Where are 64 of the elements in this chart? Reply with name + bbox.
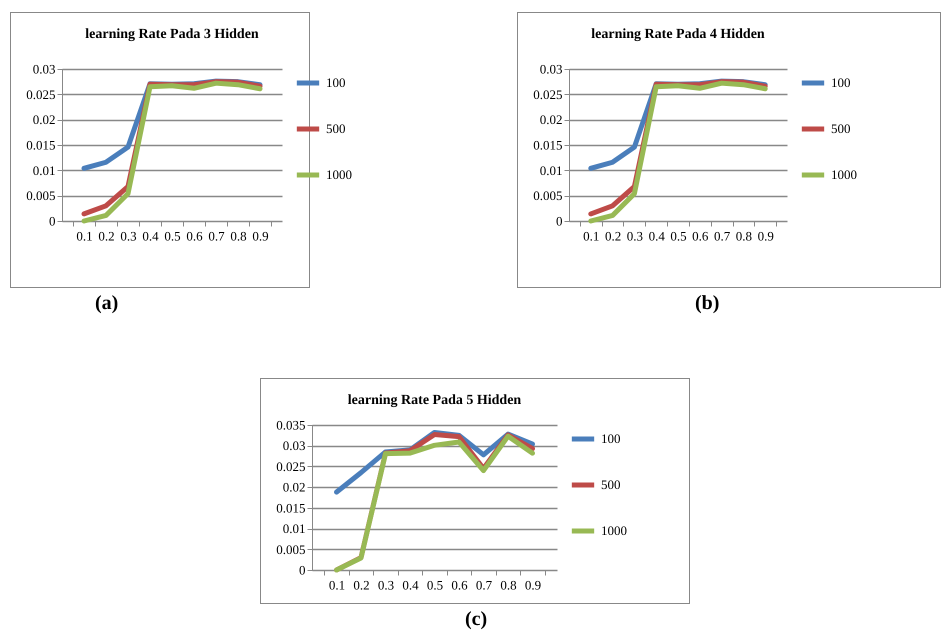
x-tick-label: 0.8	[500, 578, 517, 592]
x-tick-label: 0.7	[208, 228, 226, 244]
x-tick-label: 0.5	[164, 228, 181, 244]
y-tick-label: 0.02	[282, 480, 306, 495]
legend-label: 1000	[831, 167, 857, 182]
x-tick-label: 0.5	[426, 578, 444, 592]
y-tick-label: 0.025	[276, 458, 306, 474]
y-tick-label: 0.015	[26, 138, 56, 152]
x-tick-label: 0.9	[524, 578, 542, 592]
x-tick-label: 0.8	[230, 228, 247, 244]
text: (b)	[695, 292, 720, 315]
y-tick-label: 0.005	[26, 188, 56, 204]
y-tick-label: 0.02	[32, 112, 56, 128]
x-tick-label: 0.8	[736, 228, 752, 244]
y-tick-label: 0.005	[533, 188, 562, 204]
y-tick-label: 0	[299, 562, 306, 578]
x-tick-label: 0.5	[670, 228, 687, 244]
x-tick-label: 0.1	[583, 228, 600, 244]
legend-label: 1000	[601, 523, 627, 538]
legend-label: 100	[601, 431, 620, 446]
y-tick-label: 0.03	[32, 62, 56, 76]
chart-title: learning Rate Pada 4 Hidden	[591, 27, 765, 42]
x-tick-label: 0.7	[476, 578, 493, 592]
x-tick-label: 0.4	[142, 228, 160, 244]
x-tick-label: 0.6	[451, 578, 468, 592]
legend-label: 500	[326, 121, 346, 136]
chart-title: learning Rate Pada 3 Hidden	[85, 27, 259, 42]
y-tick-label: 0.03	[282, 438, 306, 454]
legend-label: 100	[831, 75, 850, 90]
legend-label: 1000	[326, 167, 352, 182]
y-tick-label: 0.01	[32, 162, 56, 178]
y-tick-label: 0.01	[540, 162, 562, 178]
chart-title: learning Rate Pada 5 Hidden	[348, 393, 522, 408]
y-tick-label: 0	[49, 214, 56, 228]
y-tick-label: 0.03	[540, 62, 562, 76]
y-tick-label: 0.025	[26, 86, 56, 102]
y-tick-label: 0.015	[533, 138, 562, 152]
legend-label: 500	[831, 121, 850, 136]
y-tick-label: 0.025	[533, 86, 562, 102]
x-tick-label: 0.3	[626, 228, 644, 244]
x-tick-label: 0.3	[378, 578, 394, 592]
x-tick-label: 0.2	[353, 578, 370, 592]
x-tick-label: 0.6	[186, 228, 204, 244]
x-tick-label: 0.1	[76, 228, 93, 244]
y-tick-label: 0.015	[276, 500, 306, 516]
x-tick-label: 0.9	[252, 228, 269, 244]
y-tick-label: 0.02	[540, 112, 562, 128]
x-tick-label: 0.6	[692, 228, 709, 244]
x-tick-label: 0.1	[328, 578, 346, 592]
y-tick-label: 0.005	[276, 542, 306, 557]
y-tick-label: 0.035	[276, 418, 306, 432]
x-tick-label: 0.7	[714, 228, 731, 244]
x-tick-label: 0.3	[120, 228, 137, 244]
y-tick-label: 0.01	[282, 521, 306, 536]
x-tick-label: 0.4	[648, 228, 666, 244]
x-tick-label: 0.2	[604, 228, 622, 244]
y-tick-label: 0	[556, 214, 562, 228]
x-tick-label: 0.4	[402, 578, 420, 592]
x-tick-label: 0.2	[98, 228, 115, 244]
legend-label: 100	[326, 75, 346, 90]
text: (a)	[95, 292, 118, 315]
text: (c)	[465, 608, 488, 631]
legend-label: 500	[601, 477, 620, 492]
x-tick-label: 0.9	[758, 228, 774, 244]
